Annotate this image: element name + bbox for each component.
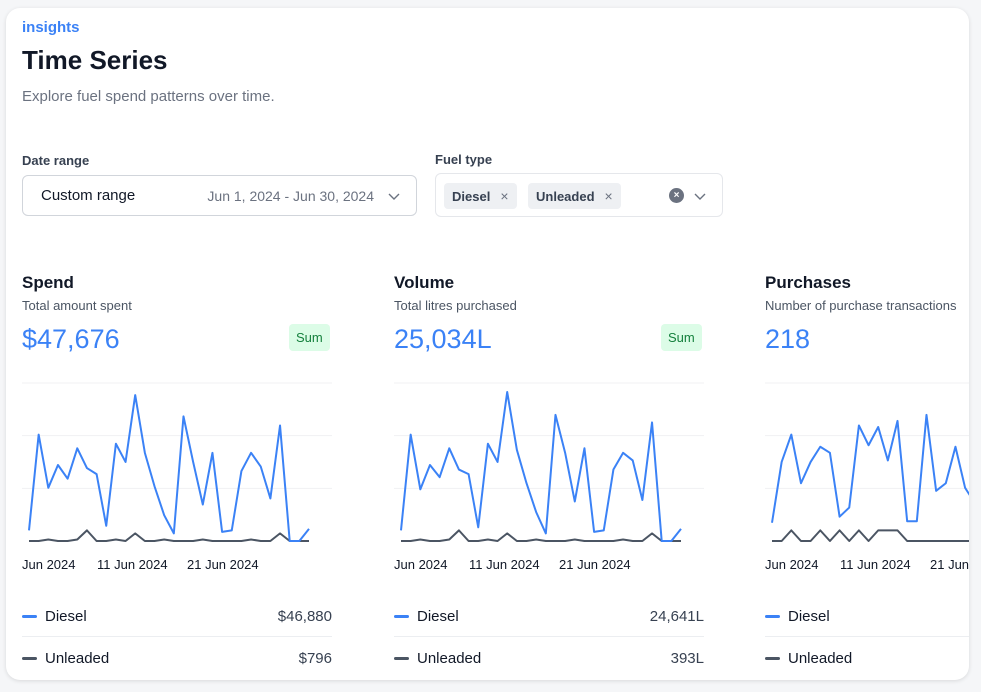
section-eyebrow: insights — [22, 19, 80, 36]
date-range-selected: Custom range — [41, 187, 136, 204]
legend-divider — [765, 636, 969, 637]
legend-name: Diesel — [417, 607, 459, 625]
aggregation-badge: Sum — [289, 324, 330, 351]
time-series-card: insights Time Series Explore fuel spend … — [6, 8, 969, 680]
legend-unleaded: Unleaded $796 — [22, 643, 332, 673]
metric-value: $47,676 — [22, 324, 120, 354]
date-range-label: Date range — [22, 153, 90, 168]
legend-name: Diesel — [788, 607, 830, 625]
metric-subtitle: Number of purchase transactions — [765, 298, 957, 313]
volume-chart: Jun 2024 11 Jun 2024 21 Jun 2024 — [394, 382, 704, 572]
unleaded-swatch — [765, 656, 780, 660]
purchases-chart: Jun 2024 11 Jun 2024 21 Jun 2024 — [765, 382, 969, 572]
fuel-type-select[interactable]: Diesel × Unleaded × × — [435, 173, 723, 217]
legend-name: Unleaded — [788, 649, 853, 667]
x-tick-label: 11 Jun 2024 — [97, 557, 168, 572]
chevron-down-icon[interactable] — [692, 188, 708, 204]
metric-title: Spend — [22, 273, 74, 292]
chevron-down-icon — [386, 188, 402, 204]
diesel-swatch — [394, 614, 409, 618]
x-tick-label: 21 Jun 2024 — [930, 557, 969, 572]
spend-chart: Jun 2024 11 Jun 2024 21 Jun 2024 — [22, 382, 332, 572]
metric-title: Volume — [394, 273, 455, 292]
remove-diesel-icon[interactable]: × — [500, 188, 509, 204]
legend-value: $46,880 — [277, 607, 332, 625]
date-range-value: Jun 1, 2024 - Jun 30, 2024 — [207, 187, 374, 204]
legend-name: Unleaded — [45, 649, 110, 667]
fuel-chip-unleaded: Unleaded × — [528, 183, 621, 209]
legend-diesel: Diesel $46,880 — [22, 601, 332, 631]
page-subtitle: Explore fuel spend patterns over time. — [22, 88, 275, 105]
legend-unleaded: Unleaded 393L — [394, 643, 704, 673]
diesel-swatch — [765, 614, 780, 618]
x-tick-label: Jun 2024 — [394, 557, 448, 572]
metric-subtitle: Total litres purchased — [394, 298, 517, 313]
fuel-type-label: Fuel type — [435, 152, 493, 167]
series-line-unleaded — [401, 529, 681, 542]
page-title: Time Series — [22, 45, 168, 75]
legend-value: 24,641L — [649, 607, 704, 625]
series-line-unleaded — [772, 529, 969, 542]
fuel-chip-label: Diesel — [452, 188, 491, 204]
x-tick-label: Jun 2024 — [765, 557, 819, 572]
series-line-unleaded — [29, 529, 309, 542]
unleaded-swatch — [394, 656, 409, 660]
metric-value: 25,034L — [394, 324, 492, 354]
series-line-diesel — [400, 391, 682, 542]
x-tick-label: 21 Jun 2024 — [559, 557, 631, 572]
legend-diesel: Diesel — [765, 601, 969, 631]
x-tick-label: 11 Jun 2024 — [469, 557, 540, 572]
legend-name: Unleaded — [417, 649, 482, 667]
remove-unleaded-icon[interactable]: × — [604, 188, 613, 204]
metric-title: Purchases — [765, 273, 851, 292]
series-line-diesel — [28, 394, 310, 542]
x-tick-label: 11 Jun 2024 — [840, 557, 911, 572]
fuel-chip-diesel: Diesel × — [444, 183, 517, 209]
clear-icon[interactable]: × — [669, 188, 684, 203]
legend-value: 393L — [670, 649, 704, 667]
series-line-diesel — [771, 413, 969, 523]
aggregation-badge: Sum — [661, 324, 702, 351]
legend-unleaded: Unleaded — [765, 643, 969, 673]
legend-name: Diesel — [45, 607, 87, 625]
legend-divider — [394, 636, 704, 637]
legend-diesel: Diesel 24,641L — [394, 601, 704, 631]
x-tick-label: Jun 2024 — [22, 557, 76, 572]
legend-divider — [22, 636, 332, 637]
legend-value: $796 — [298, 649, 332, 667]
unleaded-swatch — [22, 656, 37, 660]
date-range-select[interactable]: Custom range Jun 1, 2024 - Jun 30, 2024 — [22, 175, 417, 216]
metric-value: 218 — [765, 324, 811, 354]
diesel-swatch — [22, 614, 37, 618]
x-tick-label: 21 Jun 2024 — [187, 557, 259, 572]
metric-subtitle: Total amount spent — [22, 298, 132, 313]
fuel-chip-label: Unleaded — [536, 188, 595, 204]
